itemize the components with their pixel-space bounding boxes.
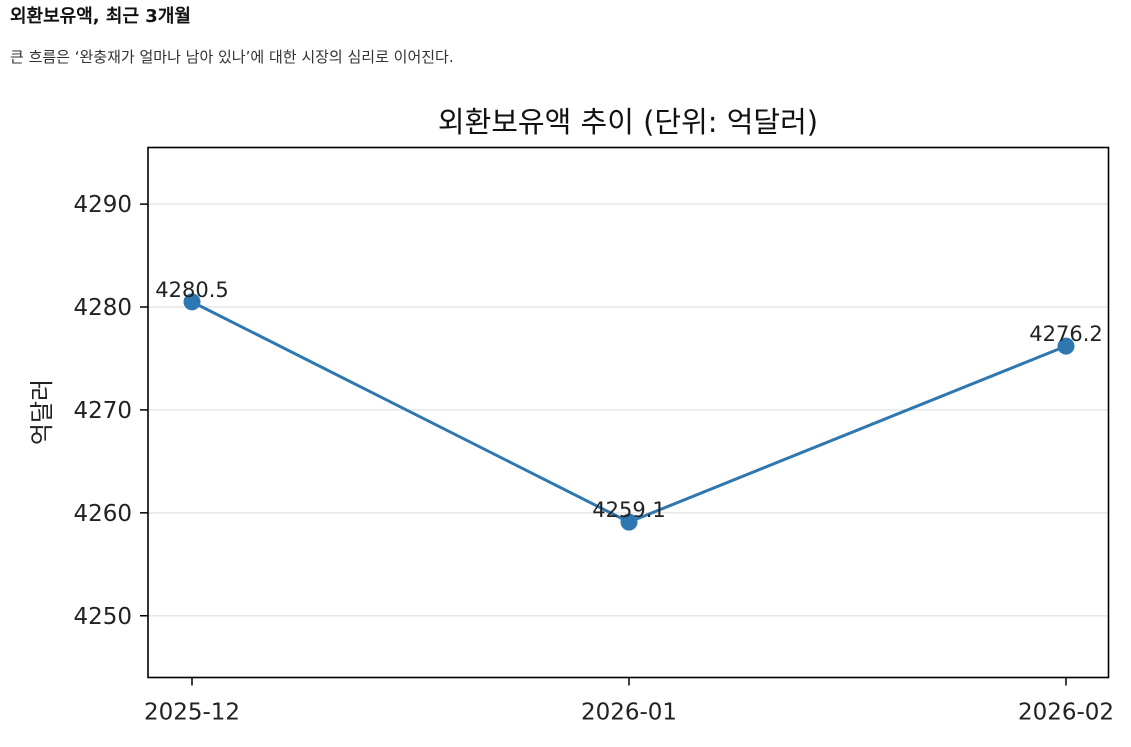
data-value-label: 4259.1: [592, 498, 665, 522]
data-point-marker: [620, 513, 638, 531]
x-tick-label: 2025-12: [144, 700, 240, 726]
y-tick-label: 4290: [73, 192, 132, 218]
y-tick-label: 4280: [73, 295, 132, 321]
series-line: [191, 300, 1067, 524]
data-value-label: 4276.2: [1029, 322, 1102, 346]
y-tick-label: 4270: [73, 398, 132, 424]
chart-title: 외환보유액 추이 (단위: 억달러): [438, 105, 818, 139]
y-axis-label: 억달러: [28, 379, 56, 445]
page-description: 큰 흐름은 ‘완충재가 얼마나 남아 있나’에 대한 시장의 심리로 이어진다.: [10, 48, 454, 66]
grid-lines: [148, 203, 1109, 617]
y-tick-label: 4260: [73, 501, 132, 527]
data-value-label: 4280.5: [155, 278, 228, 302]
series-marker-layer: [183, 293, 1075, 531]
y-tick-label: 4250: [73, 604, 132, 630]
series-line-layer: [191, 300, 1067, 524]
data-point-marker: [1057, 337, 1075, 355]
data-label-layer: 4280.5 4259.1 4276.2: [155, 278, 1102, 522]
page-title: 외환보유액, 최근 3개월: [10, 6, 191, 27]
x-axis: 2025-12 2026-01 2026-02: [144, 677, 1114, 726]
x-tick-label: 2026-02: [1018, 700, 1114, 726]
plot-frame: [147, 146, 1110, 679]
y-axis: 4250 4260 4270 4280 4290: [73, 192, 148, 630]
data-point-marker: [183, 293, 201, 311]
page-header: 외환보유액, 최근 3개월 큰 흐름은 ‘완충재가 얼마나 남아 있나’에 대한…: [10, 4, 1120, 68]
x-tick-label: 2026-01: [581, 700, 677, 726]
